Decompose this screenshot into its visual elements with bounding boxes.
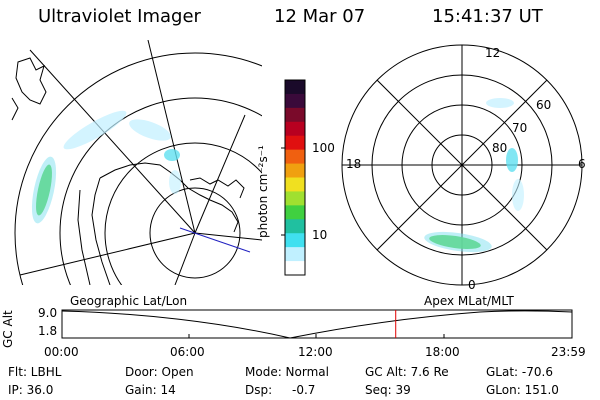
meridian-line bbox=[194, 114, 246, 234]
timeline-axis-label: GC Alt bbox=[1, 310, 15, 348]
geographic-label: Geographic Lat/Lon bbox=[70, 294, 188, 308]
mlt-label-6: 6 bbox=[578, 157, 586, 171]
info-gcalt: GC Alt: 7.6 Re bbox=[365, 365, 449, 379]
timeline-xtick-2: 12:00 bbox=[298, 345, 333, 359]
polar-dial bbox=[341, 44, 583, 286]
colorbar-band bbox=[285, 205, 305, 220]
timeline-ytick-bottom: 1.8 bbox=[38, 324, 58, 338]
lat-circle bbox=[59, 97, 262, 285]
timeline-xtick-1: 06:00 bbox=[170, 345, 205, 359]
lat-circle bbox=[14, 52, 262, 285]
coastline bbox=[189, 177, 245, 199]
altitude-curve bbox=[61, 310, 573, 339]
mlt-label-18: 18 bbox=[346, 157, 362, 171]
timeline-plot bbox=[61, 309, 573, 339]
colorbar-tick-100: 100 bbox=[312, 141, 335, 155]
colorbar-tick-10: 10 bbox=[312, 228, 328, 242]
geographic-map bbox=[11, 40, 262, 285]
meridian-line bbox=[19, 232, 196, 276]
coastline-antarctica bbox=[91, 177, 111, 285]
coastline bbox=[11, 97, 19, 121]
colorbar-band bbox=[285, 121, 305, 137]
colorbar-band bbox=[285, 177, 305, 192]
meridian-line bbox=[194, 232, 262, 241]
mlat-label-60: 60 bbox=[536, 98, 552, 112]
timeline-xtick-0: 00:00 bbox=[44, 345, 79, 359]
info-dsp-value: -0.7 bbox=[292, 383, 316, 397]
timeline-xtick-4: 23:59 bbox=[551, 345, 586, 359]
coastline bbox=[77, 189, 91, 285]
mlat-label-80: 80 bbox=[492, 141, 508, 155]
meridian-line bbox=[174, 232, 196, 285]
colorbar-band bbox=[285, 107, 305, 123]
colorbar-band bbox=[285, 219, 305, 234]
colorbar-band bbox=[285, 261, 305, 276]
aurora-oval bbox=[31, 110, 181, 224]
dial-spoke bbox=[376, 79, 548, 251]
info-flt: Flt: LBHL bbox=[8, 365, 62, 379]
info-dsp: Dsp: bbox=[245, 383, 273, 397]
info-glon: GLon: 151.0 bbox=[486, 383, 559, 397]
timeline-ytick-top: 9.0 bbox=[38, 306, 58, 320]
aurora-oval bbox=[424, 98, 524, 253]
colorbar-unit-label: photon cm⁻²s⁻¹ bbox=[256, 145, 270, 238]
info-door: Door: Open bbox=[125, 365, 194, 379]
terminator-line bbox=[179, 227, 251, 253]
colorbar-band bbox=[285, 80, 305, 95]
info-ip: IP: 36.0 bbox=[8, 383, 54, 397]
colorbar-band bbox=[285, 233, 305, 248]
colorbar-band bbox=[285, 93, 305, 109]
apex-label: Apex MLat/MLT bbox=[424, 294, 514, 308]
colorbar-band bbox=[285, 135, 305, 151]
coastline-antarctica bbox=[99, 162, 239, 233]
coastline bbox=[15, 57, 47, 105]
lat-circle bbox=[104, 142, 262, 285]
mlat-label-70: 70 bbox=[512, 121, 528, 135]
colorbar-band bbox=[285, 149, 305, 165]
mlt-label-12: 12 bbox=[485, 46, 501, 60]
info-seq: Seq: 39 bbox=[365, 383, 411, 397]
meridian-line bbox=[147, 40, 196, 234]
colorbar-band bbox=[285, 191, 305, 206]
info-mode: Mode: Normal bbox=[245, 365, 329, 379]
info-glat: GLat: -70.6 bbox=[486, 365, 553, 379]
app-title: Ultraviolet Imager bbox=[38, 6, 201, 27]
lat-circle bbox=[149, 187, 241, 279]
mlt-label-0: 0 bbox=[468, 278, 476, 292]
colorbar-band bbox=[285, 163, 305, 178]
timeline-xtick-3: 18:00 bbox=[425, 345, 460, 359]
colorbar-band bbox=[285, 247, 305, 262]
date-label: 12 Mar 07 bbox=[274, 6, 366, 27]
info-gain: Gain: 14 bbox=[125, 383, 176, 397]
meridian-line bbox=[29, 49, 196, 234]
colorbar bbox=[281, 79, 306, 276]
time-label: 15:41:37 UT bbox=[432, 6, 543, 27]
